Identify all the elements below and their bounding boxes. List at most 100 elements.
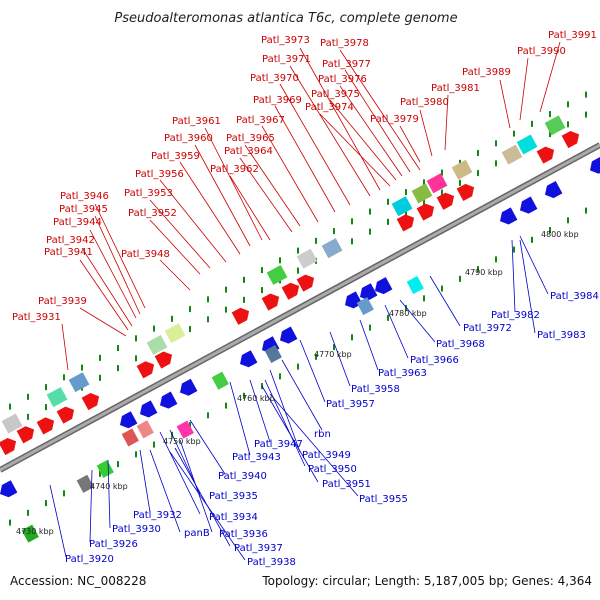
leader-line: [329, 99, 397, 181]
feature-box: [136, 420, 154, 439]
feature-box: [121, 428, 139, 447]
gene-label[interactable]: Patl_3926: [89, 539, 138, 550]
reverse-gene-arrow: [240, 350, 258, 368]
gene-label[interactable]: Patl_3977: [322, 59, 371, 70]
gene-label[interactable]: Patl_3964: [224, 146, 273, 157]
gene-label[interactable]: Patl_3940: [218, 471, 267, 482]
scale-label: 4740 kbp: [90, 482, 128, 491]
gene-label[interactable]: Patl_3965: [226, 133, 275, 144]
reverse-gene-arrow: [0, 480, 18, 498]
gene-label[interactable]: Patl_3975: [311, 89, 360, 100]
forward-gene-arrow: [561, 131, 580, 149]
gene-label[interactable]: Patl_3974: [305, 102, 354, 113]
leader-line: [519, 239, 536, 334]
gene-label[interactable]: Patl_3952: [128, 208, 177, 219]
gene-label[interactable]: Patl_3945: [59, 204, 108, 215]
gene-label[interactable]: Patl_3947: [254, 439, 303, 450]
gene-label[interactable]: panB: [184, 528, 210, 539]
gene-label[interactable]: Patl_3991: [548, 30, 597, 41]
gene-label[interactable]: Patl_3942: [46, 235, 95, 246]
gene-label[interactable]: Patl_3971: [262, 54, 311, 65]
gene-label[interactable]: Patl_3949: [302, 450, 351, 461]
gene-label[interactable]: Patl_3946: [60, 191, 109, 202]
gene-label[interactable]: Patl_3968: [436, 339, 485, 350]
gene-label[interactable]: Patl_3967: [236, 115, 285, 126]
gene-label[interactable]: rbn: [314, 429, 331, 440]
gene-label[interactable]: Patl_3972: [463, 323, 512, 334]
gene-label[interactable]: Patl_3982: [491, 310, 540, 321]
gene-label[interactable]: Patl_3950: [308, 464, 357, 475]
gene-label[interactable]: Patl_3957: [326, 399, 375, 410]
gene-label[interactable]: Patl_3959: [151, 151, 200, 162]
gene-label[interactable]: Patl_3966: [410, 355, 459, 366]
gene-label[interactable]: Patl_3973: [261, 35, 310, 46]
gene-label[interactable]: Patl_3943: [232, 452, 281, 463]
gene-label[interactable]: Patl_3962: [210, 164, 259, 175]
leader-line: [269, 393, 359, 497]
scale-label: 4800 kbp: [541, 230, 579, 239]
gene-label[interactable]: Patl_3920: [65, 554, 114, 565]
gene-label[interactable]: Patl_3976: [318, 74, 367, 85]
feature-box: [356, 297, 374, 316]
leader-line: [344, 69, 411, 173]
leader-line: [79, 307, 127, 337]
gene-label[interactable]: Patl_3958: [351, 384, 400, 395]
gene-label[interactable]: Patl_3930: [112, 524, 161, 535]
gene-label[interactable]: Patl_3963: [378, 368, 427, 379]
gene-label[interactable]: Patl_3984: [550, 291, 599, 302]
feature-box: [46, 387, 68, 408]
gene-label[interactable]: Patl_3983: [537, 330, 586, 341]
feature-box: [501, 144, 523, 165]
leader-line: [179, 161, 241, 255]
feature-box: [516, 134, 538, 155]
gene-label[interactable]: Patl_3939: [38, 296, 87, 307]
gene-label[interactable]: Patl_3960: [164, 133, 213, 144]
gene-label[interactable]: Patl_3938: [247, 557, 296, 568]
gene-label[interactable]: Patl_3978: [320, 38, 369, 49]
gene-label[interactable]: Patl_3931: [12, 312, 61, 323]
leader-line: [81, 247, 133, 327]
feature-box: [411, 183, 433, 204]
leader-line: [169, 451, 246, 561]
leader-line: [79, 259, 129, 331]
gene-label[interactable]: Patl_3951: [322, 479, 371, 490]
leader-line: [149, 199, 211, 269]
gene-label[interactable]: Patl_3979: [370, 114, 419, 125]
gene-label[interactable]: Patl_3956: [135, 169, 184, 180]
gene-label[interactable]: Patl_3990: [517, 46, 566, 57]
genome-backbone: [0, 142, 600, 473]
leader-line: [261, 125, 319, 223]
gene-label[interactable]: Patl_3981: [431, 83, 480, 94]
gene-label[interactable]: Patl_3937: [234, 543, 283, 554]
leader-line: [299, 339, 326, 403]
leader-line: [149, 219, 201, 275]
gene-label[interactable]: Patl_3953: [124, 188, 173, 199]
gene-label[interactable]: Patl_3980: [400, 97, 449, 108]
leader-line: [89, 469, 93, 543]
forward-gene-arrow: [536, 146, 555, 164]
leader-line: [384, 304, 409, 359]
leader-line: [49, 484, 67, 558]
gene-label[interactable]: Patl_3936: [219, 529, 268, 540]
leader-line: [204, 127, 263, 241]
summary-text: Topology: circular; Length: 5,187,005 bp…: [261, 574, 592, 588]
reverse-gene-arrow: [280, 326, 298, 344]
gene-label[interactable]: Patl_3961: [172, 116, 221, 127]
forward-gene-arrow: [416, 203, 435, 221]
gene-label[interactable]: Patl_3955: [359, 494, 408, 505]
gene-label[interactable]: Patl_3948: [121, 249, 170, 260]
gene-label[interactable]: Patl_3934: [209, 512, 258, 523]
gene-label[interactable]: Patl_3989: [462, 67, 511, 78]
forward-gene-arrow: [281, 282, 300, 300]
feature-box: [76, 474, 94, 493]
gene-label[interactable]: Patl_3941: [44, 247, 93, 258]
gene-label[interactable]: Patl_3944: [53, 217, 102, 228]
gene-label[interactable]: Patl_3970: [250, 73, 299, 84]
leader-line: [419, 109, 433, 157]
forward-gene-arrow: [16, 426, 35, 444]
gene-label[interactable]: Patl_3969: [253, 95, 302, 106]
leader-line: [159, 259, 191, 291]
gene-label[interactable]: Patl_3935: [209, 491, 258, 502]
gene-label[interactable]: Patl_3932: [133, 510, 182, 521]
leader-line: [244, 144, 301, 227]
